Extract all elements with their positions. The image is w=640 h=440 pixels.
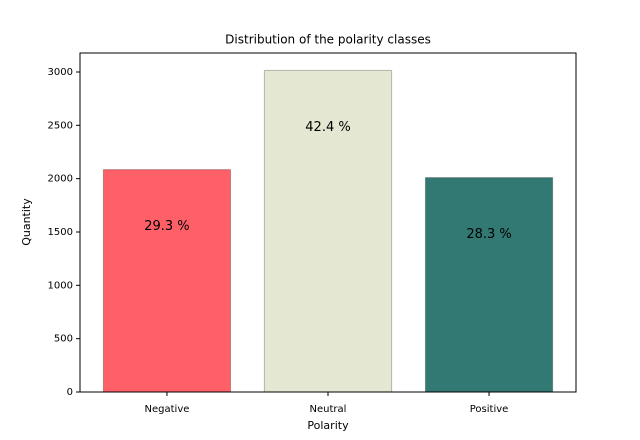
bar-annotation: 42.4 %	[305, 120, 350, 135]
x-tick-label: Negative	[145, 404, 190, 415]
y-axis-label: Quantity	[20, 198, 33, 246]
bar	[102, 169, 232, 393]
plot-frame	[79, 52, 577, 393]
y-tick-label: 1500	[48, 227, 73, 238]
y-tick-label: 2000	[48, 174, 73, 185]
y-tick-label: 3000	[48, 67, 73, 78]
y-tick-label: 1000	[48, 280, 73, 291]
x-tick-label: Positive	[470, 404, 509, 415]
x-tick-label: Neutral	[310, 404, 347, 415]
bar	[263, 69, 393, 393]
y-tick-label: 0	[67, 387, 73, 398]
x-axis-label: Polarity	[307, 419, 349, 432]
bar-annotation: 28.3 %	[466, 227, 511, 242]
bar-annotation: 29.3 %	[144, 219, 189, 234]
bar	[424, 177, 554, 393]
y-tick-label: 500	[54, 334, 73, 345]
y-tick-label: 2500	[48, 120, 73, 131]
chart-title: Distribution of the polarity classes	[225, 33, 431, 47]
